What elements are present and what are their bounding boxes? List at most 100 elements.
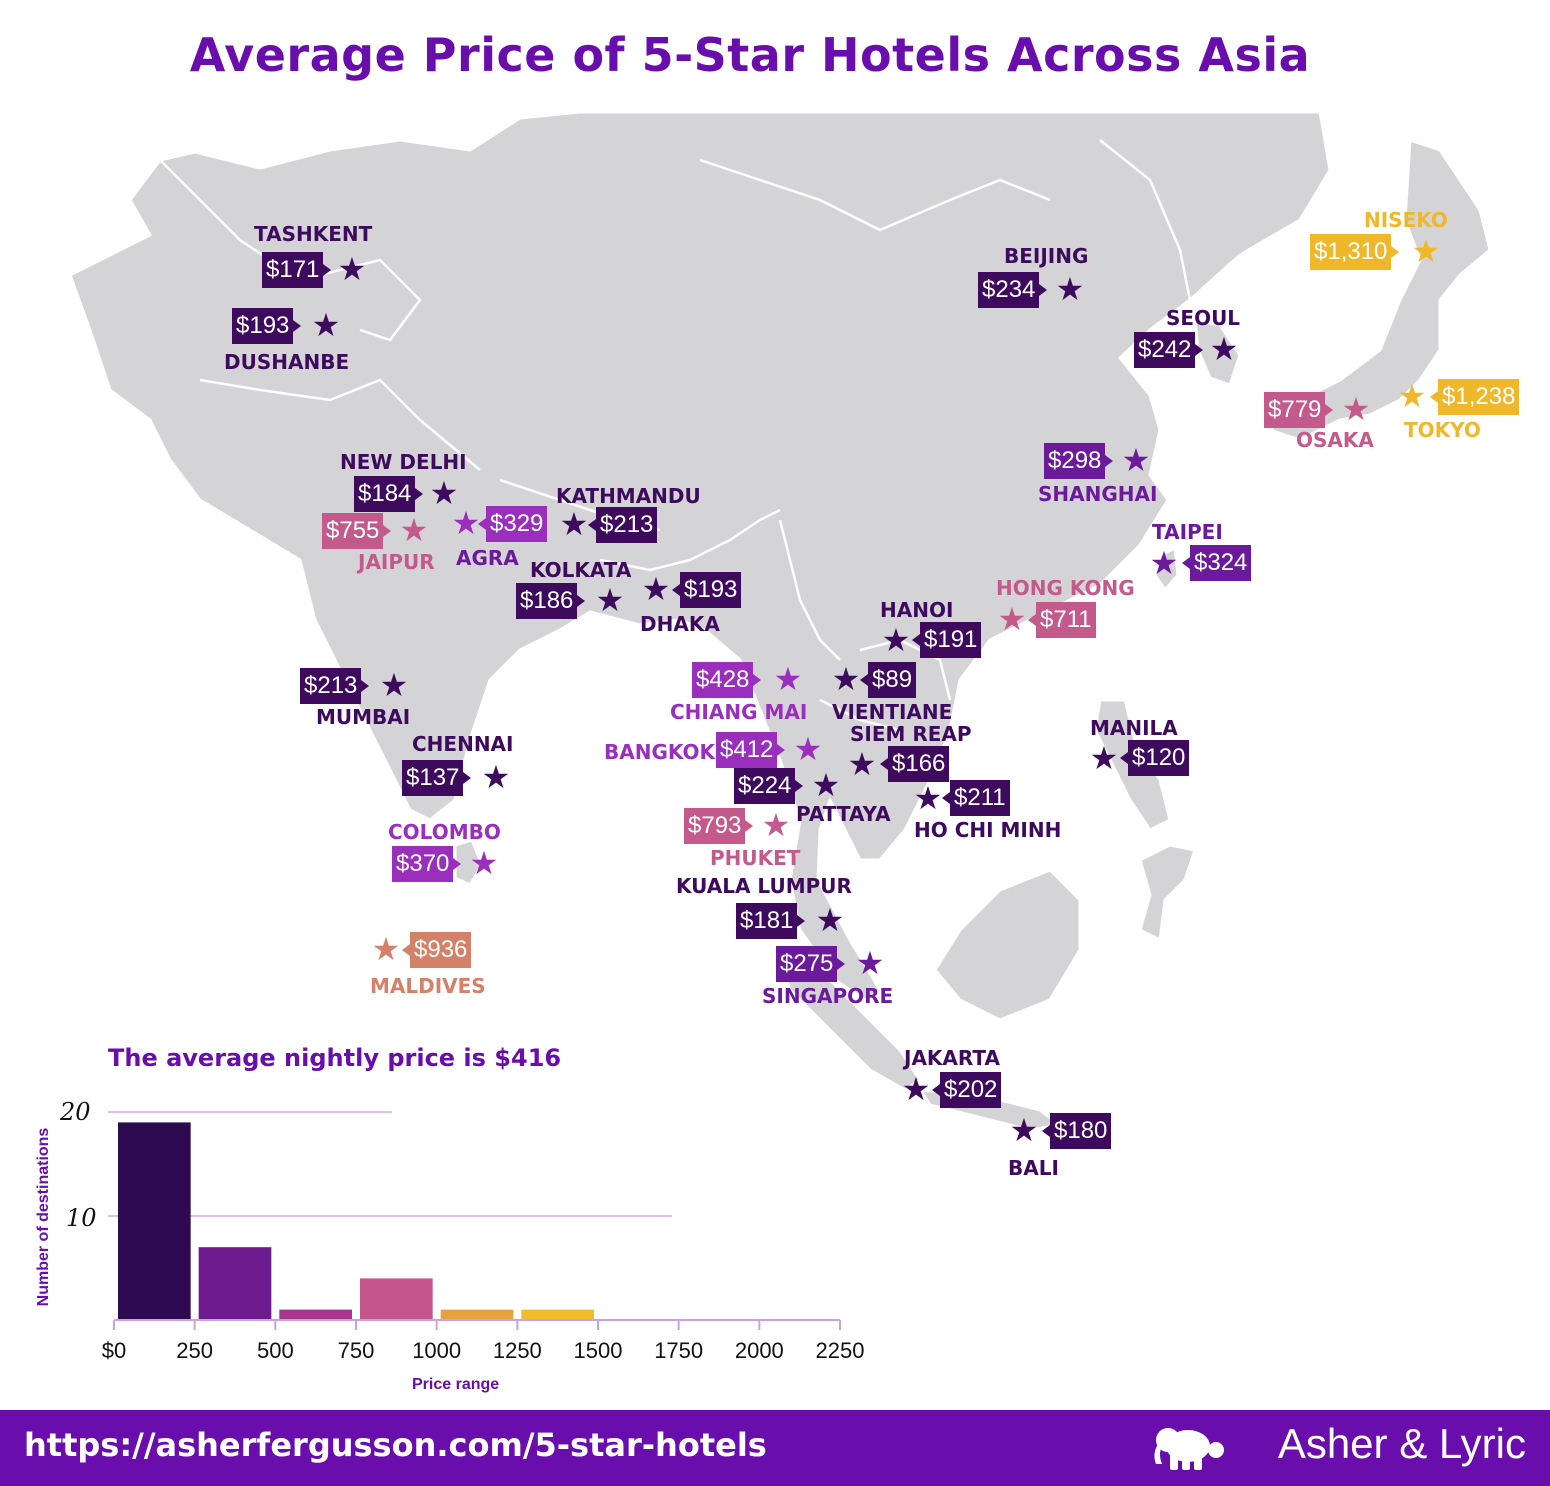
- x-tick-label: 2250: [816, 1338, 865, 1363]
- city-label-vientiane: VIENTIANE: [832, 700, 953, 724]
- city-label-manila: MANILA: [1090, 716, 1178, 740]
- sumatra-landmass: [778, 958, 922, 1092]
- city-label-kathmandu: KATHMANDU: [556, 484, 701, 508]
- histogram-bar-1: [198, 1247, 272, 1320]
- price-badge-osaka: $779: [1264, 392, 1334, 428]
- star-icon: ★: [311, 307, 341, 343]
- star-icon: ★: [847, 746, 877, 782]
- star-icon: ★: [1149, 545, 1179, 581]
- price-badge-ho-chi-minh: $211: [942, 780, 1010, 816]
- price-badge-tokyo: $1,238: [1429, 379, 1520, 415]
- histogram-title: The average nightly price is $416: [108, 1044, 562, 1072]
- histogram-bar-0: [118, 1122, 191, 1320]
- city-label-kuala-lumpur: KUALA LUMPUR: [676, 874, 852, 898]
- x-tick-label: 1250: [493, 1338, 542, 1363]
- price-badge-dhaka: $193: [671, 572, 742, 608]
- city-label-hong-kong: HONG KONG: [996, 576, 1135, 600]
- city-label-beijing: BEIJING: [1004, 244, 1089, 268]
- city-label-new-delhi: NEW DELHI: [340, 450, 467, 474]
- star-icon: ★: [1055, 271, 1085, 307]
- price-badge-niseko: $1,310: [1310, 234, 1400, 270]
- star-icon: ★: [1341, 391, 1371, 427]
- star-icon: ★: [399, 512, 429, 548]
- star-icon: ★: [997, 601, 1027, 637]
- price-badge-mumbai: $213: [300, 668, 370, 704]
- price-badge-dushanbe: $193: [232, 308, 302, 344]
- city-label-jaipur: JAIPUR: [358, 550, 435, 574]
- star-icon: ★: [773, 661, 803, 697]
- star-icon: ★: [815, 902, 845, 938]
- city-label-seoul: SEOUL: [1166, 306, 1241, 330]
- price-badge-agra: $329: [477, 506, 548, 542]
- price-badge-vientiane: $89: [859, 662, 917, 698]
- city-label-agra: AGRA: [456, 546, 519, 570]
- star-icon: ★: [371, 931, 401, 967]
- star-icon: ★: [913, 780, 943, 816]
- city-label-bangkok: BANGKOK: [604, 740, 715, 764]
- city-label-bali: BALI: [1008, 1156, 1059, 1180]
- city-label-dushanbe: DUSHANBE: [224, 350, 350, 374]
- taiwan-landmass: [1153, 546, 1180, 592]
- star-icon: ★: [901, 1071, 931, 1107]
- city-label-mumbai: MUMBAI: [316, 705, 411, 729]
- price-badge-manila: $120: [1119, 740, 1190, 776]
- star-icon: ★: [1009, 1112, 1039, 1148]
- japan-landmass: [1268, 138, 1492, 442]
- price-badge-kolkata: $186: [516, 583, 586, 619]
- price-badge-beijing: $234: [978, 272, 1048, 308]
- x-tick-label: $0: [102, 1338, 126, 1363]
- x-tick-label: 1750: [654, 1338, 703, 1363]
- city-label-hanoi: HANOI: [880, 598, 954, 622]
- price-badge-chennai: $137: [402, 760, 472, 796]
- star-icon: ★: [1121, 442, 1151, 478]
- star-icon: ★: [793, 731, 823, 767]
- city-label-dhaka: DHAKA: [640, 612, 720, 636]
- star-icon: ★: [855, 945, 885, 981]
- city-label-maldives: MALDIVES: [370, 974, 486, 998]
- price-badge-colombo: $370: [392, 846, 462, 882]
- city-label-phuket: PHUKET: [710, 846, 801, 870]
- star-icon: ★: [337, 251, 367, 287]
- city-label-osaka: OSAKA: [1296, 428, 1374, 452]
- x-tick-label: 1000: [412, 1338, 461, 1363]
- price-badge-kathmandu: $213: [587, 507, 658, 543]
- price-badge-phuket: $793: [684, 808, 754, 844]
- sri-lanka-landmass: [453, 838, 484, 887]
- city-label-niseko: NISEKO: [1364, 208, 1448, 232]
- price-badge-seoul: $242: [1134, 332, 1204, 368]
- y-tick-label: 20: [59, 1098, 91, 1126]
- histogram-bar-4: [440, 1309, 514, 1320]
- x-tick-label: 500: [257, 1338, 294, 1363]
- city-label-tashkent: TASHKENT: [254, 222, 373, 246]
- city-label-pattaya: PATTAYA: [796, 802, 891, 826]
- footer-url-link[interactable]: https://asherfergusson.com/5-star-hotels: [24, 1426, 767, 1464]
- sulawesi-landmass: [1138, 843, 1197, 942]
- star-icon: ★: [1089, 740, 1119, 776]
- elephant-logo-icon: [1154, 1428, 1224, 1470]
- city-label-siem-reap: SIEM REAP: [850, 722, 972, 746]
- page-title: Average Price of 5-Star Hotels Across As…: [189, 28, 1311, 82]
- star-icon: ★: [1411, 233, 1441, 269]
- star-icon: ★: [641, 571, 671, 607]
- histogram-chart: 20 10 $0 250 500 750 1000 1250 1500 1750 2000 225…: [59, 1098, 865, 1363]
- city-label-taipei: TAIPEI: [1152, 520, 1223, 544]
- price-badge-kuala-lumpur: $181: [736, 903, 806, 939]
- star-icon: ★: [469, 845, 499, 881]
- star-icon: ★: [429, 475, 459, 511]
- price-badge-hong-kong: $711: [1028, 602, 1096, 638]
- price-badge-chiang-mai: $428: [692, 662, 762, 698]
- brand-name: Asher & Lyric: [1277, 1420, 1526, 1467]
- x-tick-label: 750: [338, 1338, 375, 1363]
- price-badge-shanghai: $298: [1044, 443, 1114, 479]
- histogram-x-axis-label: Price range: [412, 1376, 500, 1393]
- y-tick-label: 10: [66, 1204, 97, 1232]
- city-label-singapore: SINGAPORE: [762, 984, 894, 1008]
- star-icon: ★: [595, 582, 625, 618]
- x-tick-label: 1500: [574, 1338, 623, 1363]
- star-icon: ★: [881, 622, 911, 658]
- star-icon: ★: [451, 505, 481, 541]
- city-label-jakarta: JAKARTA: [904, 1046, 1000, 1070]
- star-icon: ★: [1397, 378, 1427, 414]
- price-badge-new-delhi: $184: [354, 476, 424, 512]
- star-icon: ★: [811, 767, 841, 803]
